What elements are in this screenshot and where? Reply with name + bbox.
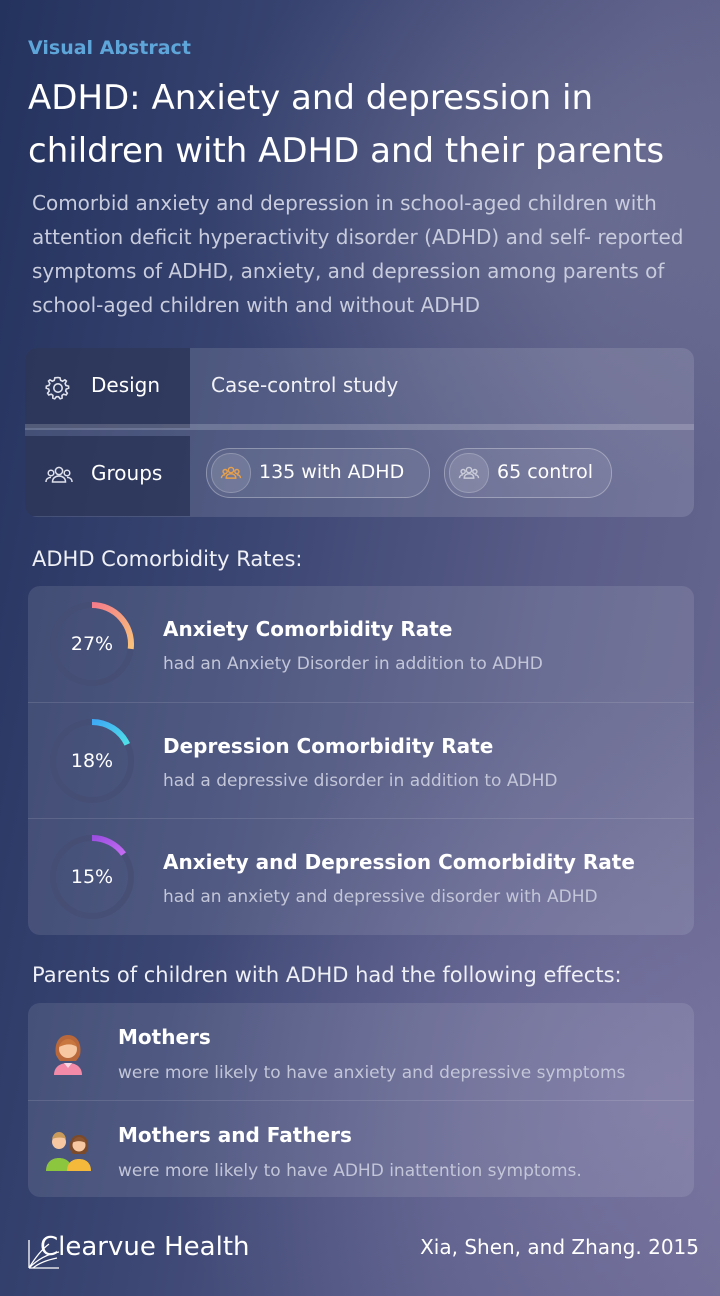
people-icon (45, 466, 73, 483)
mother-and-father-icon (46, 1132, 91, 1171)
parent-effect-title: Mothers and Fathers (118, 1123, 352, 1147)
group-pill-adhd: 135 with ADHD (206, 448, 430, 498)
design-value: Case-control study (211, 373, 399, 397)
rate-description: had an Anxiety Disorder in addition to A… (163, 654, 543, 674)
eyebrow-label: Visual Abstract (28, 37, 191, 59)
group-pill-icon-wrap (211, 453, 251, 493)
group-pill-label: 65 control (497, 461, 594, 483)
groups-label: Groups (91, 461, 163, 485)
rate-row-anxiety-depression: 15% Anxiety and Depression Comorbidity R… (28, 818, 694, 935)
group-pill-control: 65 control (444, 448, 612, 498)
study-design-card: Design Case-control study Groups (25, 348, 694, 517)
parent-effect-description: were more likely to have ADHD inattentio… (118, 1161, 582, 1181)
ring-progress-arc (91, 602, 134, 650)
page-subtitle: Comorbid anxiety and depression in schoo… (32, 191, 684, 317)
ring-progress-arc (91, 719, 131, 746)
people-icon (458, 466, 480, 479)
parent-effect-title: Mothers (118, 1025, 211, 1049)
group-pill-label: 135 with ADHD (259, 461, 405, 483)
page-title: ADHD: Anxiety and depression in children… (28, 78, 665, 171)
rate-description: had an anxiety and depressive disorder w… (163, 887, 598, 907)
comorbidity-heading: ADHD Comorbidity Rates: (32, 547, 303, 571)
parent-row-mothers: Mothers were more likely to have anxiety… (28, 1003, 694, 1100)
rate-description: had a depressive disorder in addition to… (163, 771, 558, 791)
rate-row-depression: 18% Depression Comorbidity Rate had a de… (28, 702, 694, 819)
rate-title: Anxiety Comorbidity Rate (163, 617, 453, 641)
parents-card: Mothers were more likely to have anxiety… (28, 1003, 694, 1197)
progress-ring (50, 835, 134, 919)
groups-row: Groups 135 with ADHD (25, 436, 694, 516)
rate-percent: 27% (70, 633, 114, 655)
rate-title: Depression Comorbidity Rate (163, 734, 494, 758)
design-label-cell: Design (25, 348, 190, 428)
groups-label-cell: Groups (25, 436, 190, 516)
rate-row-anxiety: 27% Anxiety Comorbidity Rate had an Anxi… (28, 586, 694, 702)
brand-mark-icon (28, 1240, 60, 1269)
rate-percent: 15% (70, 866, 114, 888)
parents-heading: Parents of children with ADHD had the fo… (32, 963, 622, 987)
ring-progress-arc (91, 835, 126, 856)
parent-effect-description: were more likely to have anxiety and dep… (118, 1063, 626, 1083)
gear-icon (45, 376, 70, 400)
parent-row-mothers-fathers: Mothers and Fathers were more likely to … (28, 1100, 694, 1198)
brand-name: Clearvue Health (40, 1232, 250, 1262)
progress-ring (50, 602, 134, 686)
progress-ring (50, 719, 134, 803)
design-row: Design Case-control study (25, 348, 694, 428)
design-label: Design (91, 373, 161, 397)
mother-icon (54, 1035, 82, 1075)
rate-percent: 18% (70, 750, 114, 772)
people-icon (220, 466, 242, 479)
comorbidity-card: 27% Anxiety Comorbidity Rate had an Anxi… (28, 586, 694, 935)
rate-title: Anxiety and Depression Comorbidity Rate (163, 850, 635, 874)
divider (25, 424, 694, 430)
citation: Xia, Shen, and Zhang. 2015 (420, 1235, 699, 1259)
group-pill-icon-wrap (449, 453, 489, 493)
